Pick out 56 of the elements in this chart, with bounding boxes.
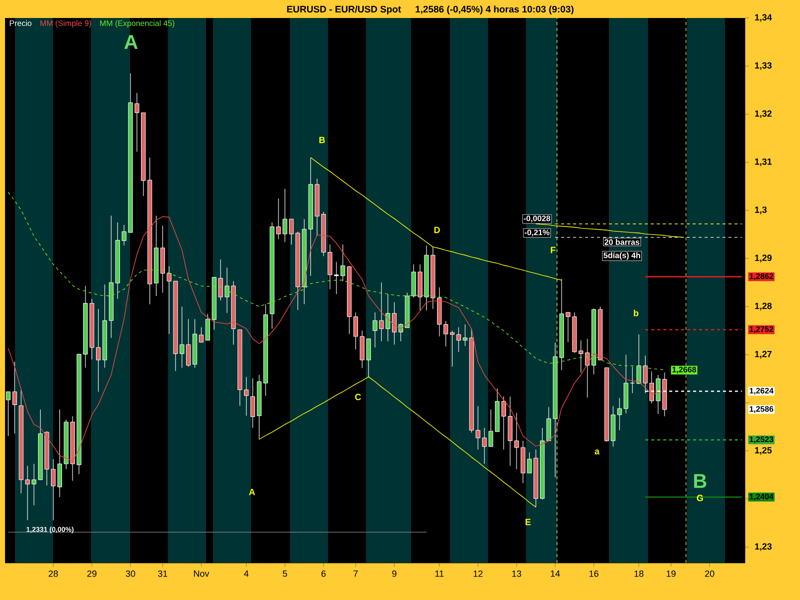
candlestick (12, 362, 17, 434)
candlestick (50, 458, 56, 520)
annotation: D (434, 226, 440, 234)
candlestick (636, 334, 642, 384)
chart-title: EURUSD - EUR/USD Spot (287, 6, 402, 14)
candlestick (546, 406, 552, 442)
candlestick (398, 323, 404, 342)
candlestick (443, 320, 448, 347)
annotation: F (550, 246, 556, 254)
x-tick-label: 6 (321, 570, 326, 577)
candlestick (57, 409, 62, 498)
y-tick-label: 1,23 (755, 543, 772, 551)
annotation: A (248, 488, 256, 496)
y-tick-label: 1,33 (755, 62, 772, 70)
x-tick-label: Nov (194, 570, 210, 577)
line-series (310, 157, 562, 280)
x-tick-label: 18 (634, 570, 644, 577)
x-tick-label: 20 (705, 570, 714, 577)
x-tick-label: 5 (282, 570, 288, 577)
y-tick-label: 1,28 (755, 302, 772, 310)
x-tick-label: 16 (589, 570, 598, 577)
candlestick (198, 326, 204, 343)
candlestick (6, 391, 11, 436)
candlestick (450, 330, 455, 368)
annotation: B (694, 474, 706, 488)
x-tick-label: 19 (666, 570, 676, 577)
candlestick (250, 378, 256, 428)
y-tick-label: 1,3 (755, 206, 767, 214)
annotation: A (124, 35, 138, 49)
candlestick (353, 312, 358, 350)
x-tick-label: 13 (512, 570, 522, 577)
x-tick-label: 11 (435, 570, 444, 577)
chart-subtitle: 1,2586 (-0,45%) 4 horas 10:03 (9:03) (416, 6, 574, 14)
x-tick-label: 31 (158, 570, 168, 577)
x-tick-label: 14 (550, 570, 560, 577)
x-tick-label: 29 (87, 570, 96, 577)
candlestick (501, 396, 506, 450)
x-tick-label: 9 (392, 570, 396, 577)
y-tick-label: 1,25 (755, 447, 772, 455)
annotation: G (696, 494, 703, 502)
y-tick-label: 1,29 (755, 254, 772, 262)
x-tick-label: 12 (474, 570, 482, 577)
x-tick-label: 30 (126, 570, 136, 577)
y-tick-label: 1,27 (755, 350, 772, 359)
annotation: E (526, 518, 531, 526)
y-tick-label: 1,32 (755, 110, 772, 118)
y-tick-label: 1,31 (755, 158, 772, 166)
y-tick-label: 1,34 (755, 14, 772, 22)
annotation: b (634, 310, 638, 316)
x-tick-label: 7 (354, 570, 358, 577)
x-tick-label: 28 (48, 570, 58, 577)
x-tick-label: 4 (244, 570, 249, 577)
candlestick (205, 314, 210, 341)
annotation: C (355, 394, 362, 400)
annotation: B (319, 136, 325, 144)
annotation: a (594, 450, 600, 454)
